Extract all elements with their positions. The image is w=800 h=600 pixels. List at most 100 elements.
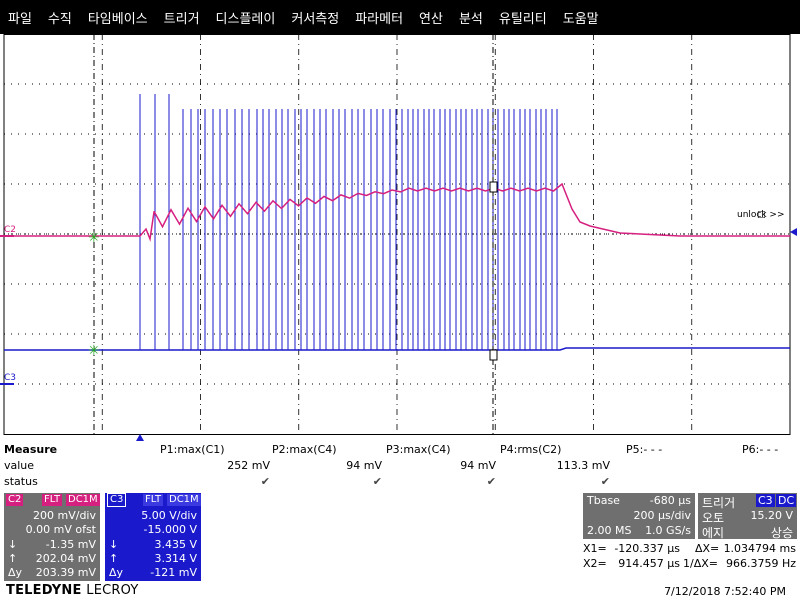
c3-edge-label: C3	[4, 373, 16, 383]
x2-value: 914.457 µs	[618, 557, 680, 570]
timebase-delay: -680 µs	[649, 494, 691, 507]
trigger-descriptor[interactable]: 트리거 C3 DC 오토 15.20 V 에지 상승	[698, 493, 797, 540]
measure-header-row: Measure P1:max(C1) P2:max(C4) P3:max(C4) P4…	[0, 443, 800, 459]
x1-label: X1=	[583, 542, 607, 555]
ch2-down-value: -1.35 mV	[45, 538, 96, 551]
menu-item-8[interactable]: 분석	[458, 11, 483, 27]
measure-table: Measure P1:max(C1) P2:max(C4) P3:max(C4) P4…	[0, 443, 800, 491]
ch2-descriptor[interactable]: C2 FLT DC1M 200 mV/div 0.00 mV ofst ↓ -1…	[4, 493, 100, 581]
ch2-coupling-tag: DC1M	[66, 494, 100, 506]
menu-item-1[interactable]: 수직	[47, 11, 72, 27]
measure-p4-status: ✔	[600, 475, 610, 488]
measure-p1-value: 252 mV	[227, 459, 270, 472]
measure-p1-status: ✔	[260, 475, 270, 488]
ch2-down-symbol: ↓	[8, 538, 18, 551]
menu-item-9[interactable]: 유틸리티	[498, 11, 547, 27]
ch3-label: C3	[107, 493, 127, 507]
menu-bar: 파일 수직 타임베이스 트리거 디스플레이 커서측정 파라메터 연산 분석 유틸리티 도움말	[0, 0, 800, 34]
cursor-x1-c3-cross-icon: ✳	[88, 343, 100, 359]
menu-item-3[interactable]: 트리거	[163, 11, 200, 27]
datetime: 7/12/2018 7:52:40 PM	[664, 585, 786, 598]
waveform-grid: ✳ ✳ □ C2 C3 unlock >>	[0, 34, 797, 441]
ch3-descriptor[interactable]: C3 FLT DC1M 5.00 V/div -15.000 V ↓ 3.435…	[105, 493, 201, 581]
unlock-marker-icon: □	[757, 210, 766, 220]
trigger-position-icon	[136, 434, 144, 441]
trigger-type: 에지	[702, 526, 725, 540]
measure-title: Measure	[4, 443, 58, 456]
measure-p6-name[interactable]: P6:- - -	[742, 443, 779, 456]
ch3-down-symbol: ↓	[109, 538, 119, 551]
c2-line	[4, 182, 790, 242]
menu-item-6[interactable]: 파라메터	[355, 11, 404, 27]
brand-bold: TELEDYNE	[6, 583, 82, 598]
menu-item-0[interactable]: 파일	[8, 11, 32, 27]
ch3-header: C3 FLT DC1M	[105, 493, 201, 507]
cursor-x1-c2-cross-icon: ✳	[88, 230, 100, 246]
menu-item-2[interactable]: 타임베이스	[87, 11, 148, 27]
timebase-samples: 2.00 MS	[587, 524, 632, 537]
ch2-label: C2	[6, 494, 24, 506]
measure-p3-value: 94 mV	[460, 459, 496, 472]
measure-p3-name[interactable]: P3:max(C4)	[386, 443, 451, 456]
measure-p5-name[interactable]: P5:- - -	[626, 443, 663, 456]
ch3-delta-symbol: Δy	[109, 566, 124, 579]
menu-item-10[interactable]: 도움말	[562, 11, 599, 27]
ch2-filter-tag: FLT	[42, 494, 63, 506]
cursor-x2-c3-marker-icon	[489, 349, 498, 361]
c3-waveform	[0, 94, 790, 385]
trigger-channel: C3	[756, 494, 775, 507]
timebase-descriptor[interactable]: Tbase -680 µs 200 µs/div 2.00 MS 1.0 GS/…	[583, 493, 695, 539]
measure-p3-status: ✔	[486, 475, 496, 488]
value-row-label: value	[4, 459, 35, 472]
inv-dx-label: 1/ΔX=	[683, 557, 718, 570]
timebase-label: Tbase	[587, 494, 620, 507]
menu-item-5[interactable]: 커서측정	[291, 11, 340, 27]
trigger-mode: 오토	[702, 511, 725, 525]
dx-label: ΔX=	[695, 542, 720, 555]
ch3-scale: 5.00 V/div	[141, 509, 197, 522]
dx-value: 1.034794 ms	[723, 542, 796, 555]
cursor-markers: ✳ ✳ □	[88, 34, 797, 441]
ch3-up-value: 3.314 V	[154, 552, 197, 565]
ch2-delta-symbol: Δy	[8, 566, 23, 579]
menu-item-7[interactable]: 연산	[419, 11, 443, 27]
timebase-rate: 1.0 GS/s	[645, 524, 691, 537]
measure-p2-status: ✔	[372, 475, 382, 488]
ch2-offset: 0.00 mV ofst	[25, 523, 96, 536]
timebase-per-div: 200 µs/div	[633, 509, 691, 522]
measure-p2-name[interactable]: P2:max(C4)	[272, 443, 337, 456]
trigger-label: 트리거	[702, 496, 736, 510]
trigger-slope: 상승	[770, 526, 793, 540]
ch2-scale: 200 mV/div	[33, 509, 96, 522]
brand-light: LECROY	[86, 583, 139, 598]
c2-edge-label: C2	[4, 225, 16, 235]
ch3-offset: -15.000 V	[143, 523, 197, 536]
ch3-delta-value: -121 mV	[150, 566, 197, 579]
cursor-x2-c2-marker-icon	[489, 181, 498, 193]
menu-item-4[interactable]: 디스플레이	[215, 11, 276, 27]
measure-p1-name[interactable]: P1:max(C1)	[160, 443, 225, 456]
trigger-coupling: DC	[776, 494, 797, 507]
ch3-filter-tag: FLT	[143, 494, 164, 506]
ch2-header: C2 FLT DC1M	[4, 493, 100, 507]
ch2-body: 200 mV/div 0.00 mV ofst ↓ -1.35 mV ↑ 202…	[4, 507, 100, 581]
ch3-up-symbol: ↑	[109, 552, 119, 565]
measure-p4-value: 113.3 mV	[556, 459, 610, 472]
ch3-body: 5.00 V/div -15.000 V ↓ 3.435 V ↑ 3.314 V…	[105, 507, 201, 581]
status-row-label: status	[4, 475, 38, 488]
measure-value-row: value 252 mV 94 mV 94 mV 113.3 mV	[0, 459, 800, 475]
ch3-coupling-tag: DC1M	[167, 494, 201, 506]
measure-p4-name[interactable]: P4:rms(C2)	[500, 443, 562, 456]
unlock-label[interactable]: unlock >>	[737, 210, 785, 220]
c2-waveform	[0, 182, 790, 242]
inv-dx-value: 966.3759 Hz	[725, 557, 796, 570]
measure-p2-value: 94 mV	[346, 459, 382, 472]
grid-lines	[3, 34, 791, 435]
ch2-up-value: 202.04 mV	[35, 552, 96, 565]
x2-label: X2=	[583, 557, 607, 570]
trigger-level-icon	[790, 228, 797, 236]
trigger-level: 15.20 V	[750, 509, 793, 522]
measure-status-row: status ✔ ✔ ✔ ✔	[0, 475, 800, 491]
ch3-down-value: 3.435 V	[154, 538, 197, 551]
ch2-delta-value: 203.39 mV	[35, 566, 96, 579]
